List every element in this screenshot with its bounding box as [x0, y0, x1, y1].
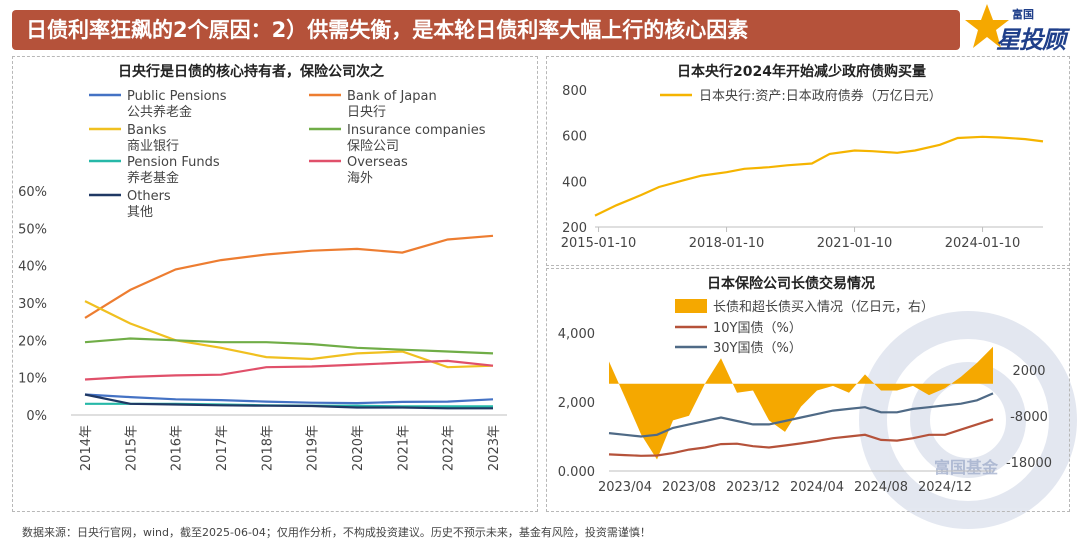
x-tick-label: 2018年	[260, 425, 275, 471]
legend-label: Others	[127, 189, 171, 204]
insurance-chart-title: 日本保险公司长债交易情况	[707, 276, 875, 292]
x-tick-label: 2024/12	[918, 480, 972, 495]
series-line-3	[84, 337, 494, 355]
x-tick-label: 2024/04	[790, 480, 844, 495]
series-line-0	[84, 393, 494, 405]
insurance-chart: 0.000 2,000 4,000 -18000 -8000 2000 2023/04 202…	[558, 299, 1052, 495]
x-tick-label: 2022年	[442, 425, 457, 471]
holders-chart-panel: 日央行是日债的核心持有者，保险公司次之 0% 10% 20% 30% 40% 50% 60%…	[12, 56, 538, 512]
x-tick-label: 2023/12	[726, 480, 780, 495]
x-tick-label: 2014年	[79, 425, 94, 471]
series-line-2	[84, 300, 494, 369]
x-tick-label: 2017年	[215, 425, 230, 471]
long-bond-purchase-area	[609, 346, 993, 460]
boj-chart: 200 400 600 800 2015-01-10 2018-01-10 2021-01-…	[561, 84, 1044, 251]
series-line-6	[84, 393, 493, 410]
x-tick-label: 2024/08	[854, 480, 908, 495]
legend-label: Pension Funds	[127, 155, 220, 170]
legend-label-cn: 公共养老金	[127, 104, 192, 120]
legend-label: 30Y国债（%）	[713, 341, 802, 356]
x-tick-label: 2023/04	[598, 480, 652, 495]
y-tick-label: 600	[562, 130, 587, 145]
x-tick-label: 2016年	[170, 425, 185, 471]
legend-label: Public Pensions	[127, 89, 227, 104]
y-tick-label: 60%	[18, 185, 47, 200]
jgb-30y-line	[608, 392, 994, 438]
x-tick-label: 2024-01-10	[945, 236, 1021, 251]
legend-label: 长债和超长债买入情况（亿日元，右）	[713, 300, 934, 315]
y-tick-label: 2,000	[558, 396, 595, 411]
page-title-banner: 日债利率狂飙的2个原因：2）供需失衡，是本轮日债利率大幅上行的核心因素	[12, 10, 960, 50]
y-tick-label: 200	[562, 221, 587, 236]
x-tick-label: 2023/08	[662, 480, 716, 495]
holders-chart-title: 日央行是日债的核心持有者，保险公司次之	[118, 64, 384, 80]
x-tick-label: 2015年	[124, 425, 139, 471]
y-tick-label: 50%	[18, 222, 47, 237]
x-tick-label: 2021-01-10	[817, 236, 893, 251]
y2-tick-label: 2000	[1012, 364, 1045, 379]
x-tick-label: 2023年	[487, 425, 502, 471]
series-line-1	[84, 234, 494, 319]
y2-tick-label: -8000	[1010, 410, 1048, 425]
legend-label: Bank of Japan	[347, 89, 437, 104]
legend-label: Insurance companies	[347, 123, 486, 138]
jgb-10y-line	[608, 418, 994, 457]
legend-label-cn: 保险公司	[347, 139, 399, 154]
series-line-5	[84, 359, 494, 381]
y-tick-label: 4,000	[558, 327, 595, 342]
legend-label: 10Y国债（%）	[713, 321, 802, 336]
x-tick-label: 2019年	[306, 425, 321, 471]
boj-jgb-line	[594, 135, 1044, 217]
legend-label-cn: 商业银行	[127, 139, 179, 154]
x-tick-label: 2015-01-10	[561, 236, 637, 251]
star-icon	[965, 4, 1009, 48]
logo-big-text: 星投顾	[996, 26, 1066, 54]
legend-label: Banks	[127, 123, 167, 138]
page-title: 日债利率狂飙的2个原因：2）供需失衡，是本轮日债利率大幅上行的核心因素	[26, 18, 749, 42]
legend-swatch	[675, 299, 707, 313]
x-tick-label: 2018-01-10	[689, 236, 765, 251]
legend-label: 日本央行:资产:日本政府债券（万亿日元）	[699, 88, 942, 104]
legend-label-cn: 养老基金	[127, 170, 179, 186]
y-tick-label: 40%	[18, 260, 47, 275]
holders-chart: 0% 10% 20% 30% 40% 50% 60% 2014年 2015年 2016年 2017年…	[18, 89, 507, 471]
y-tick-label: 0.000	[558, 465, 595, 480]
legend-label: Overseas	[347, 155, 408, 170]
y-tick-label: 800	[562, 84, 587, 99]
y-tick-label: 20%	[18, 334, 47, 349]
logo-small-text: 富国	[1012, 8, 1034, 21]
brand-logo: 富国 星投顾	[962, 2, 1074, 54]
x-tick-label: 2021年	[396, 425, 411, 471]
y-tick-label: 10%	[18, 372, 47, 387]
insurance-chart-panel: 日本保险公司长债交易情况 0.000 2,000 4,000 -18000 -8000 2…	[546, 268, 1070, 512]
legend-label-cn: 日央行	[347, 105, 386, 120]
y2-tick-label: -18000	[1006, 456, 1052, 471]
boj-chart-title: 日本央行2024年开始减少政府债购买量	[677, 64, 926, 80]
y-tick-label: 30%	[18, 297, 47, 312]
legend-label-cn: 其他	[127, 205, 153, 220]
legend-label-cn: 海外	[347, 171, 373, 186]
data-source-footnote: 数据来源：日央行官网，wind，截至2025-06-04；仅用作分析，不构成投资…	[22, 526, 651, 539]
watermark-text: 富国基金	[934, 458, 999, 477]
boj-chart-panel: 日本央行2024年开始减少政府债购买量 200 400 600 800 2015-01-…	[546, 56, 1070, 266]
y-tick-label: 0%	[26, 409, 47, 424]
y-tick-label: 400	[562, 175, 587, 190]
x-tick-label: 2020年	[351, 425, 366, 471]
